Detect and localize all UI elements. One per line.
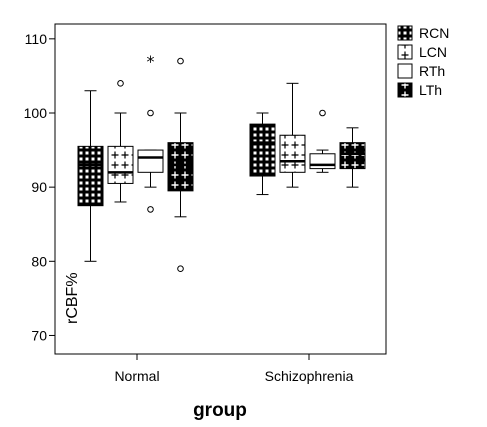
box-body — [137, 149, 164, 173]
y-tick-label: 80 — [31, 253, 47, 269]
x-category-label: Schizophrenia — [265, 368, 354, 384]
outlier-point — [117, 80, 124, 87]
outlier-point — [147, 206, 154, 213]
legend-label: RCN — [419, 25, 449, 41]
legend-swatch — [397, 82, 413, 98]
y-tick-label: 70 — [31, 327, 47, 343]
box-lth-schizophrenia — [339, 127, 366, 188]
legend-label: LTh — [419, 82, 442, 98]
box-body — [309, 153, 336, 170]
box-body — [249, 123, 276, 177]
box-rcn-schizophrenia — [249, 112, 276, 196]
y-axis-title: rCBF% — [64, 272, 81, 324]
legend: RCN LCN RTh LTh — [397, 25, 449, 98]
legend-item-lcn: LCN — [397, 44, 447, 60]
box-body — [279, 134, 306, 173]
legend-label: RTh — [419, 63, 445, 79]
outlier-point — [147, 109, 154, 117]
y-axis: 70 80 90 100 110 — [24, 31, 55, 343]
plot-frame — [54, 23, 387, 355]
box-lcn-schizophrenia — [279, 82, 306, 188]
box-layer: * — [77, 52, 366, 273]
box-lth-normal — [167, 57, 194, 273]
legend-item-lth: LTh — [397, 82, 442, 98]
box-rth-normal: * — [137, 52, 164, 213]
x-axis: Normal Schizophrenia — [114, 354, 354, 384]
extreme-point: * — [147, 52, 155, 71]
legend-swatch — [397, 25, 413, 41]
box-body — [339, 142, 366, 170]
legend-swatch — [397, 63, 413, 79]
y-tick-label: 110 — [25, 31, 48, 47]
box-lcn-normal — [107, 80, 134, 203]
box-rth-schizophrenia — [309, 109, 336, 173]
box-body — [107, 145, 134, 184]
outlier-point — [177, 57, 184, 65]
legend-item-rcn: RCN — [397, 25, 449, 41]
legend-swatch — [397, 44, 413, 60]
legend-label: LCN — [419, 44, 447, 60]
y-tick-label: 90 — [31, 179, 47, 195]
box-body — [77, 145, 104, 207]
outlier-point — [177, 265, 184, 273]
y-tick-label: 100 — [24, 105, 48, 121]
box-rcn-normal — [77, 90, 104, 262]
outlier-point — [319, 109, 326, 117]
x-axis-title: group — [193, 400, 247, 421]
box-body — [167, 142, 194, 192]
x-category-label: Normal — [114, 368, 159, 384]
legend-item-rth: RTh — [397, 63, 445, 79]
